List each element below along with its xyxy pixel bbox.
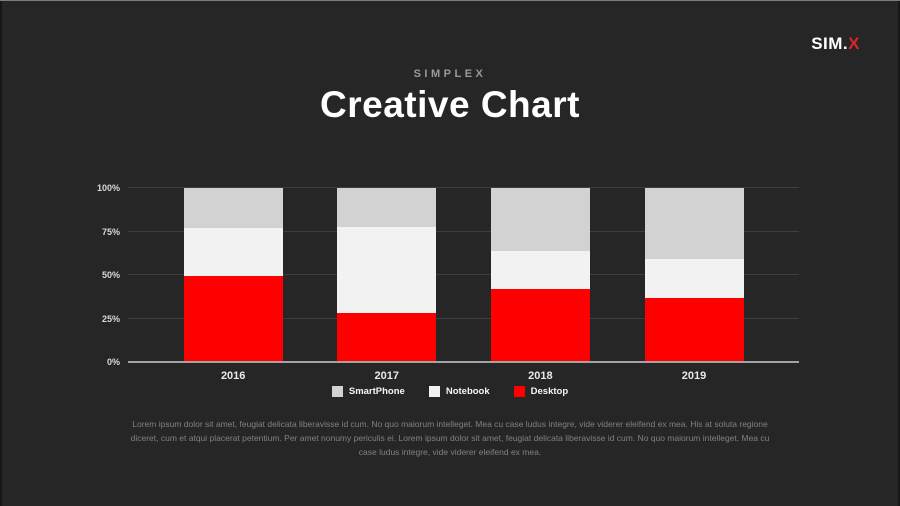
brand-logo-prefix: SIM. — [811, 34, 849, 53]
legend-item-notebook: Notebook — [428, 386, 490, 397]
body-text: Lorem ipsum dolor sit amet, feugiat deli… — [130, 419, 770, 457]
bar-2018-desktop-segment — [490, 288, 590, 362]
y-axis-label-75: 75% — [101, 226, 120, 237]
bar-2017 — [337, 188, 437, 362]
legend-item-desktop: Desktop — [513, 386, 569, 397]
legend-marker-smartphone — [331, 386, 343, 397]
x-axis-label-2016: 2016 — [220, 370, 246, 382]
chart-plot-area: 0% 25% 50% 75% 100% 2016 2017 2018 2019 — [97, 183, 799, 382]
y-axis-label-100: 100% — [96, 183, 120, 193]
x-axis-label-2017: 2017 — [374, 370, 400, 382]
slide-title: Creative Chart — [320, 84, 580, 125]
grid-line-25% — [128, 317, 799, 319]
y-axis-label-25: 25% — [101, 313, 120, 324]
bar-2018 — [490, 188, 590, 362]
bar-2016-notebook-segment — [183, 228, 283, 277]
slide-eyebrow: SIMPLEX — [413, 68, 487, 80]
chart-legend: SmartPhone Notebook Desktop — [0, 386, 900, 397]
legend-item-smartphone: SmartPhone — [331, 386, 405, 397]
brand-logo-accent: X — [848, 34, 860, 53]
bar-2017-smartphone-segment — [337, 188, 437, 228]
legend-label-desktop: Desktop — [530, 386, 569, 397]
legend-marker-notebook — [428, 386, 440, 397]
bar-2019 — [644, 188, 744, 362]
bar-2017-desktop-segment — [337, 313, 437, 362]
x-axis-label-2019: 2019 — [681, 370, 707, 382]
bar-2018-smartphone-segment — [490, 188, 590, 251]
y-axis-label-0: 0% — [106, 357, 120, 367]
x-axis-label-2018: 2018 — [528, 370, 553, 382]
bar-2019-smartphone-segment — [644, 188, 744, 259]
y-axis-label-50: 50% — [101, 270, 120, 280]
bar-2016-smartphone-segment — [183, 188, 283, 229]
brand-logo: SIM.X — [811, 34, 860, 54]
bar-2017-notebook-segment — [337, 227, 437, 314]
grid-line-100% — [128, 187, 799, 188]
bar-2019-desktop-segment — [644, 298, 744, 362]
bar-2019-notebook-segment — [644, 258, 744, 299]
bar-2018-notebook-segment — [490, 250, 590, 289]
legend-label-smartphone: SmartPhone — [348, 386, 405, 397]
x-axis-line — [128, 361, 799, 363]
bar-2016-desktop-segment — [183, 276, 283, 362]
legend-label-notebook: Notebook — [445, 386, 490, 397]
legend-marker-desktop — [513, 386, 525, 397]
grid-line-75% — [128, 230, 799, 232]
grid-line-50% — [128, 274, 799, 275]
bar-2016 — [183, 188, 283, 362]
